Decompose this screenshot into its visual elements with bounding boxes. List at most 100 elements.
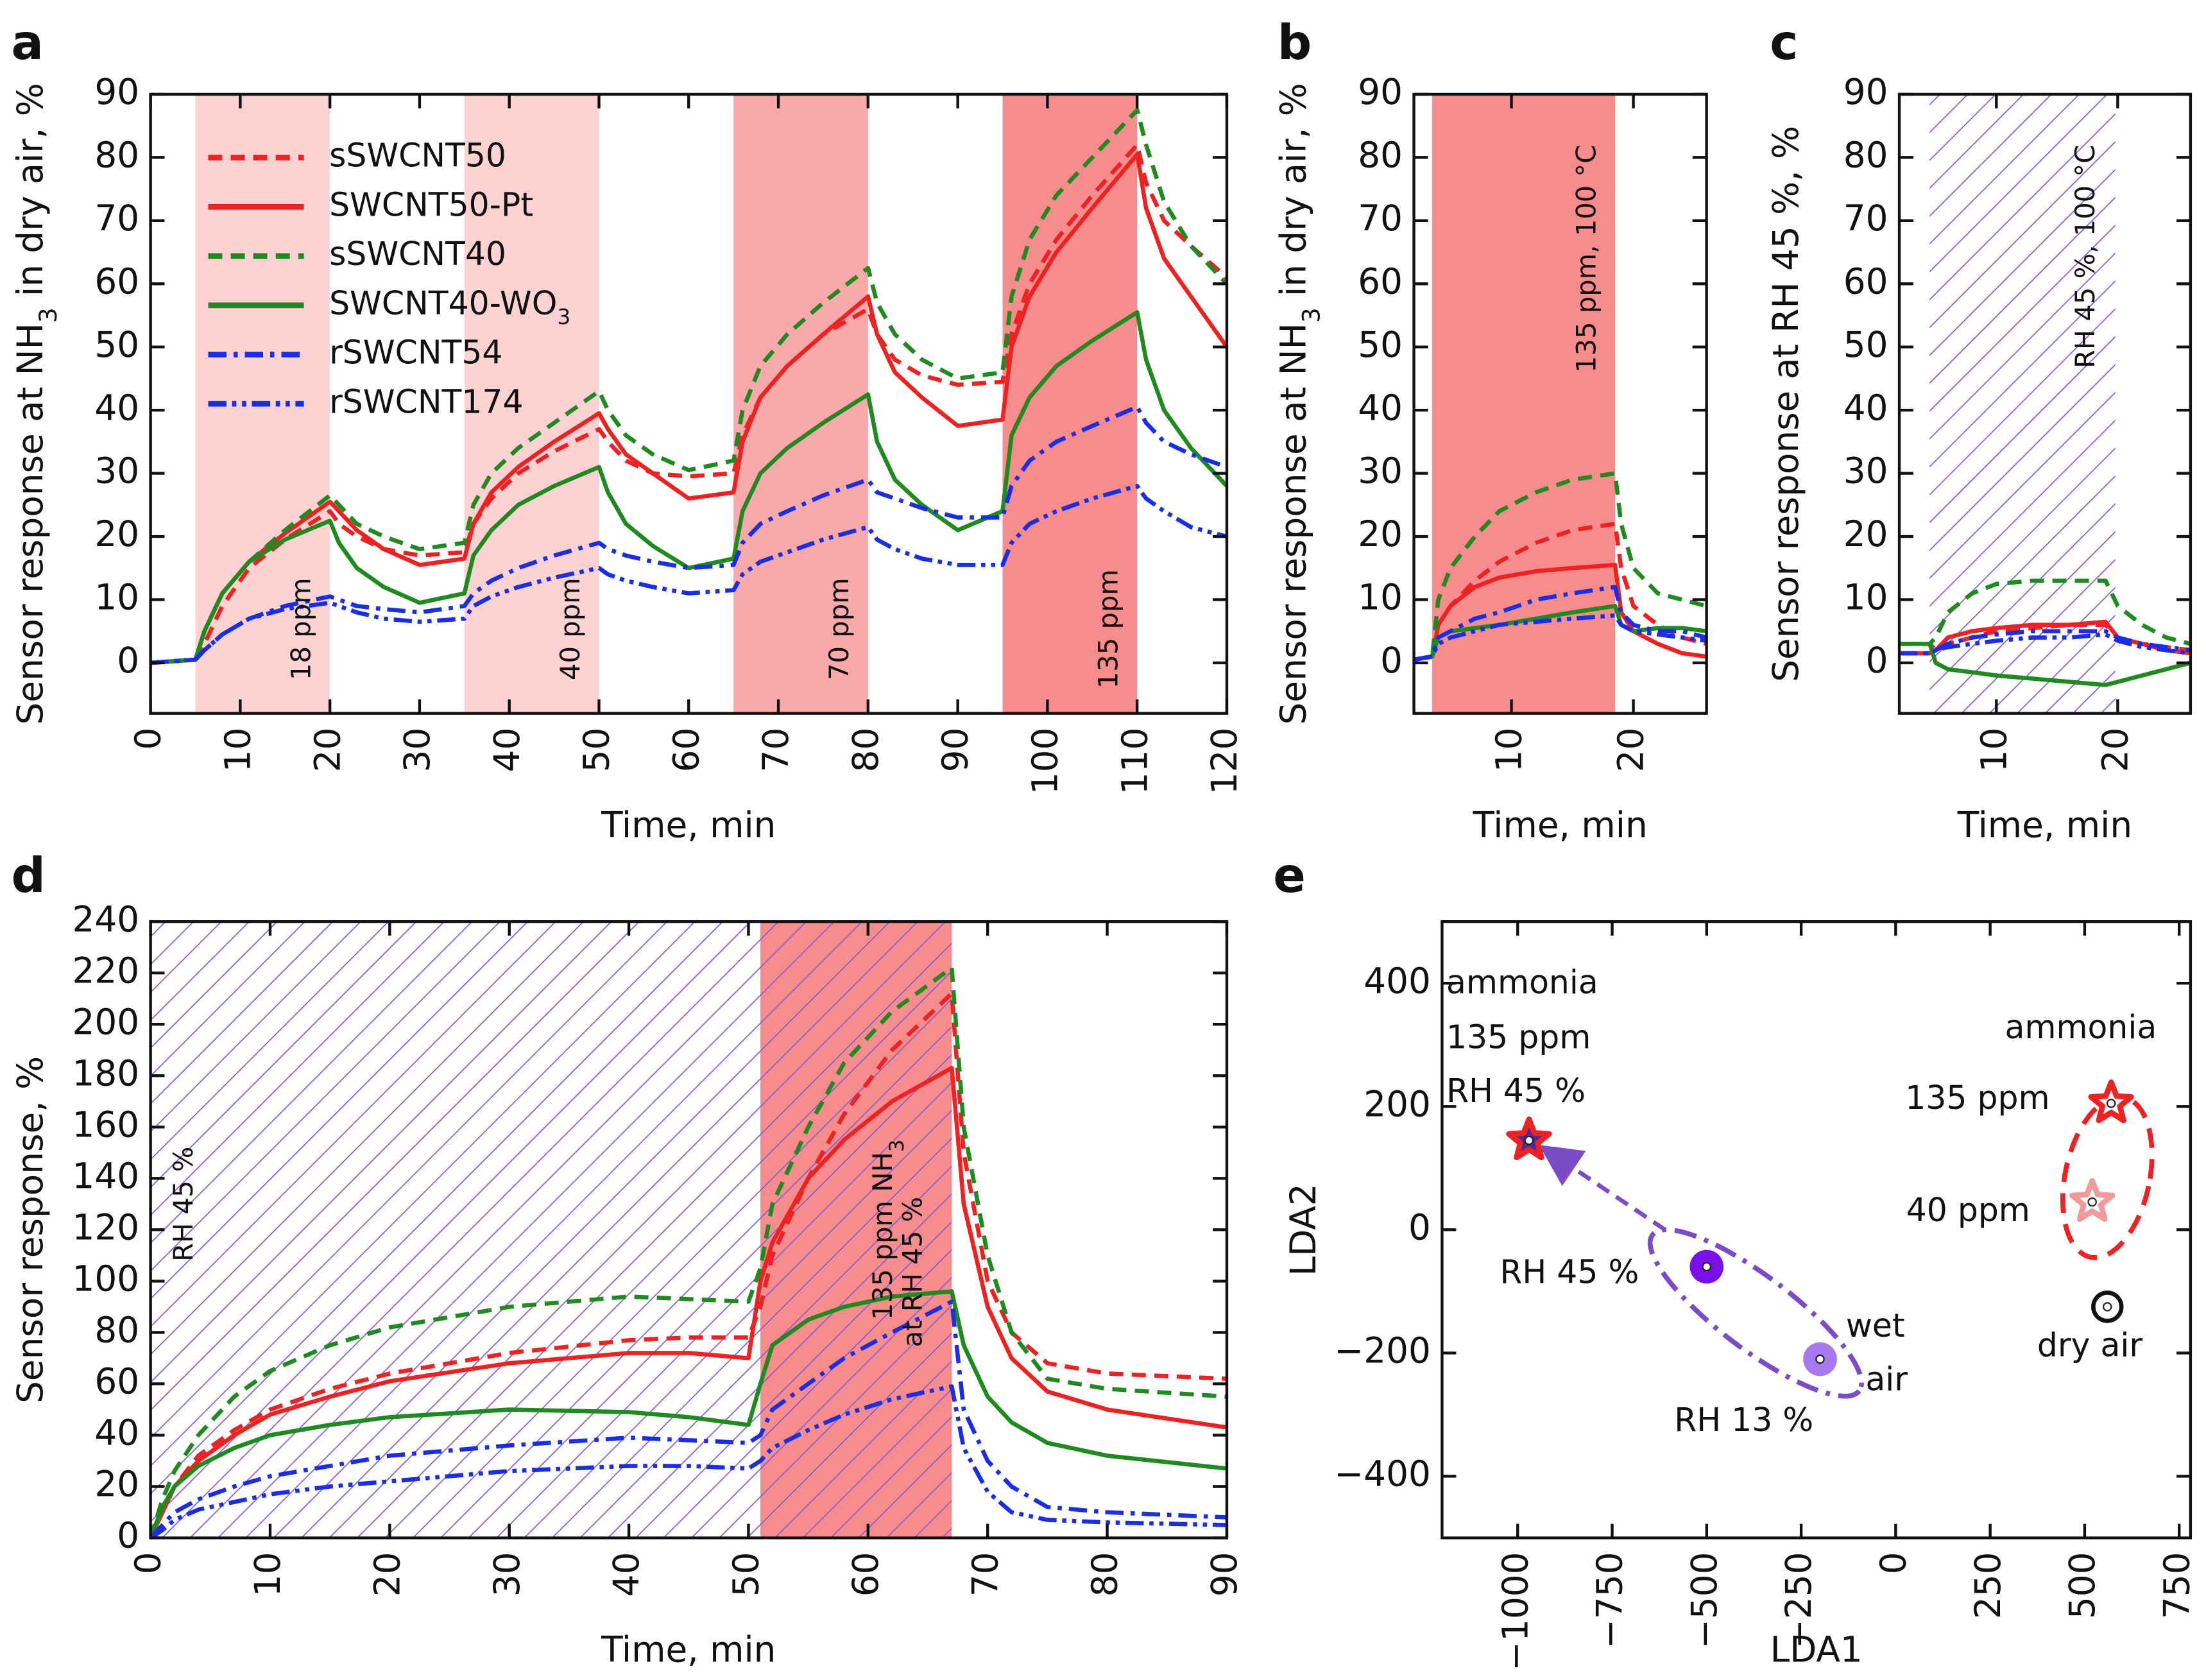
y-axis-label: Sensor response at RH 45 %, % [1765, 126, 1806, 682]
ammonia-cluster-ellipse [2060, 1094, 2155, 1260]
center-dot [2087, 1197, 2097, 1207]
legend-label: rSWCNT174 [329, 382, 523, 420]
x-tick-label: 80 [1084, 1552, 1125, 1597]
hatched-region [1929, 94, 2116, 714]
x-tick-label: 20 [2095, 728, 2136, 773]
hatched-region [150, 921, 952, 1538]
series-line-SWCNT50-Pt [150, 152, 1227, 665]
y-tick-label: 20 [1358, 513, 1403, 554]
x-tick-label: −1000 [1494, 1552, 1535, 1670]
series-line-SWCNT40-WO3 [150, 1289, 1227, 1538]
y-tick-label: 0 [117, 1515, 139, 1556]
y-tick-label: 120 [72, 1206, 139, 1247]
y-tick-label: 200 [72, 1001, 139, 1042]
y-tick-label: 50 [1358, 324, 1403, 365]
x-tick-label: −250 [1778, 1552, 1819, 1649]
x-tick-label: 10 [218, 728, 259, 773]
x-tick-label: 90 [935, 728, 976, 773]
x-tick-label: 40 [486, 728, 527, 773]
x-tick-label: 20 [1611, 728, 1652, 773]
y-axis-label-text: Sensor response at RH 45 %, % [1765, 126, 1806, 682]
x-tick-label: 60 [665, 728, 706, 773]
region-label: 18 ppm [285, 578, 316, 680]
y-tick-label: 30 [1358, 450, 1403, 492]
y-axis-label-text-end: in dry air, % [1273, 83, 1314, 307]
y-tick-label: 40 [94, 1412, 139, 1453]
panel-a: 0 10 20 30 40 50 60 70 80 90 100 110 120 0 10 20 30 40 50 6… [10, 71, 1245, 846]
legend-item: rSWCNT174 [208, 382, 524, 420]
y-tick-label: 20 [1843, 513, 1888, 554]
plot-area [1414, 94, 1707, 714]
y-tick-label: 180 [72, 1052, 139, 1093]
region-label: RH 45 %, 100 °C [2069, 145, 2101, 368]
y-tick-label: −400 [1334, 1453, 1431, 1495]
y-axis-label-text-end: in dry air, % [10, 83, 51, 307]
shaded-region [464, 94, 599, 714]
scatter-annotation: air [1865, 1360, 1908, 1398]
x-tick-label: 250 [1967, 1552, 2008, 1619]
y-axis-label: Sensor response at NH3 in dry air, % [1273, 83, 1326, 724]
scatter-annotation: 40 ppm [1906, 1191, 2030, 1229]
y-tick-label: 0 [1380, 640, 1403, 681]
region-label: 135 ppm, 100 °C [1570, 145, 1602, 373]
scatter-annotation: RH 13 % [1674, 1401, 1813, 1439]
legend-text: rSWCNT174 [329, 382, 523, 420]
region-label-text: 135 ppm NH [867, 1152, 898, 1320]
series-line-SWCNT40-WO3 [1899, 642, 2191, 687]
legend-text: SWCNT40-WO [329, 284, 557, 321]
y-tick-label: 40 [1358, 387, 1403, 428]
center-dot [2103, 1302, 2112, 1312]
x-tick-label: 10 [1489, 728, 1530, 773]
y-tick-label: 140 [72, 1155, 139, 1196]
panel-label-d: d [12, 848, 46, 904]
legend-subscript: 3 [557, 304, 570, 329]
scatter-annotation: 135 ppm [1905, 1079, 2049, 1117]
y-tick-label: 30 [1843, 450, 1888, 492]
x-axis-label: LDA1 [1770, 1629, 1863, 1670]
scatter-annotation: ammonia [1446, 963, 1598, 1001]
y-tick-label: 0 [1408, 1206, 1431, 1247]
series-line-rSWCNT54 [1414, 585, 1707, 662]
legend-item: SWCNT40-WO3 [208, 284, 570, 329]
scatter-annotation: wet [1846, 1307, 1905, 1344]
legend-item: SWCNT50-Pt [208, 185, 533, 223]
x-tick-label: 30 [486, 1552, 527, 1597]
region-label: RH 45 % [167, 1147, 199, 1262]
x-tick-label: 70 [964, 1552, 1005, 1597]
legend: sSWCNT50 SWCNT50-Pt sSWCNT40 SWCNT40-WO3 rSW… [208, 136, 570, 420]
plot-area [150, 921, 1227, 1538]
y-axis-label-text: Sensor response at NH [10, 323, 51, 724]
center-dot [1815, 1354, 1825, 1364]
x-tick-label: 60 [845, 1552, 886, 1597]
legend-text: sSWCNT40 [329, 235, 506, 273]
series-line-sSWCNT40 [150, 108, 1227, 665]
x-tick-label: 120 [1204, 728, 1245, 795]
x-axis-label: Time, min [601, 805, 776, 846]
x-tick-label: 70 [755, 728, 796, 773]
y-tick-label: 0 [117, 640, 139, 681]
y-tick-label: 60 [1358, 261, 1403, 302]
legend-item: rSWCNT54 [208, 333, 502, 371]
legend-text: rSWCNT54 [329, 333, 502, 371]
y-tick-label: 10 [1843, 577, 1888, 618]
data-point [2069, 1178, 2116, 1222]
panel-label-e: e [1273, 848, 1306, 904]
region-label-subscript: 3 [886, 1140, 909, 1153]
y-axis-label: LDA2 [1283, 1183, 1324, 1276]
data-point [1803, 1342, 1837, 1376]
x-axis-label: Time, min [1472, 805, 1647, 846]
scatter-annotation: RH 45 % [1500, 1253, 1639, 1291]
y-axis-label-subscript: 3 [1297, 307, 1326, 323]
scatter-annotation: dry air [2037, 1326, 2142, 1364]
panel-e: −1000 −750 −500 −250 0 250 500 750 −400 −200 0 200 4… [1283, 920, 2197, 1671]
x-tick-label: 750 [2156, 1552, 2197, 1619]
center-dot [1524, 1135, 1534, 1145]
x-tick-label: 10 [247, 1552, 288, 1597]
y-tick-label: 50 [1843, 324, 1888, 365]
y-tick-label: 70 [1358, 198, 1403, 239]
y-tick-label: 160 [72, 1104, 139, 1145]
y-tick-label: 50 [94, 324, 139, 365]
series-line-SWCNT40-WO3 [150, 310, 1227, 665]
legend-label: SWCNT50-Pt [329, 185, 533, 223]
plot-area [150, 94, 1227, 714]
